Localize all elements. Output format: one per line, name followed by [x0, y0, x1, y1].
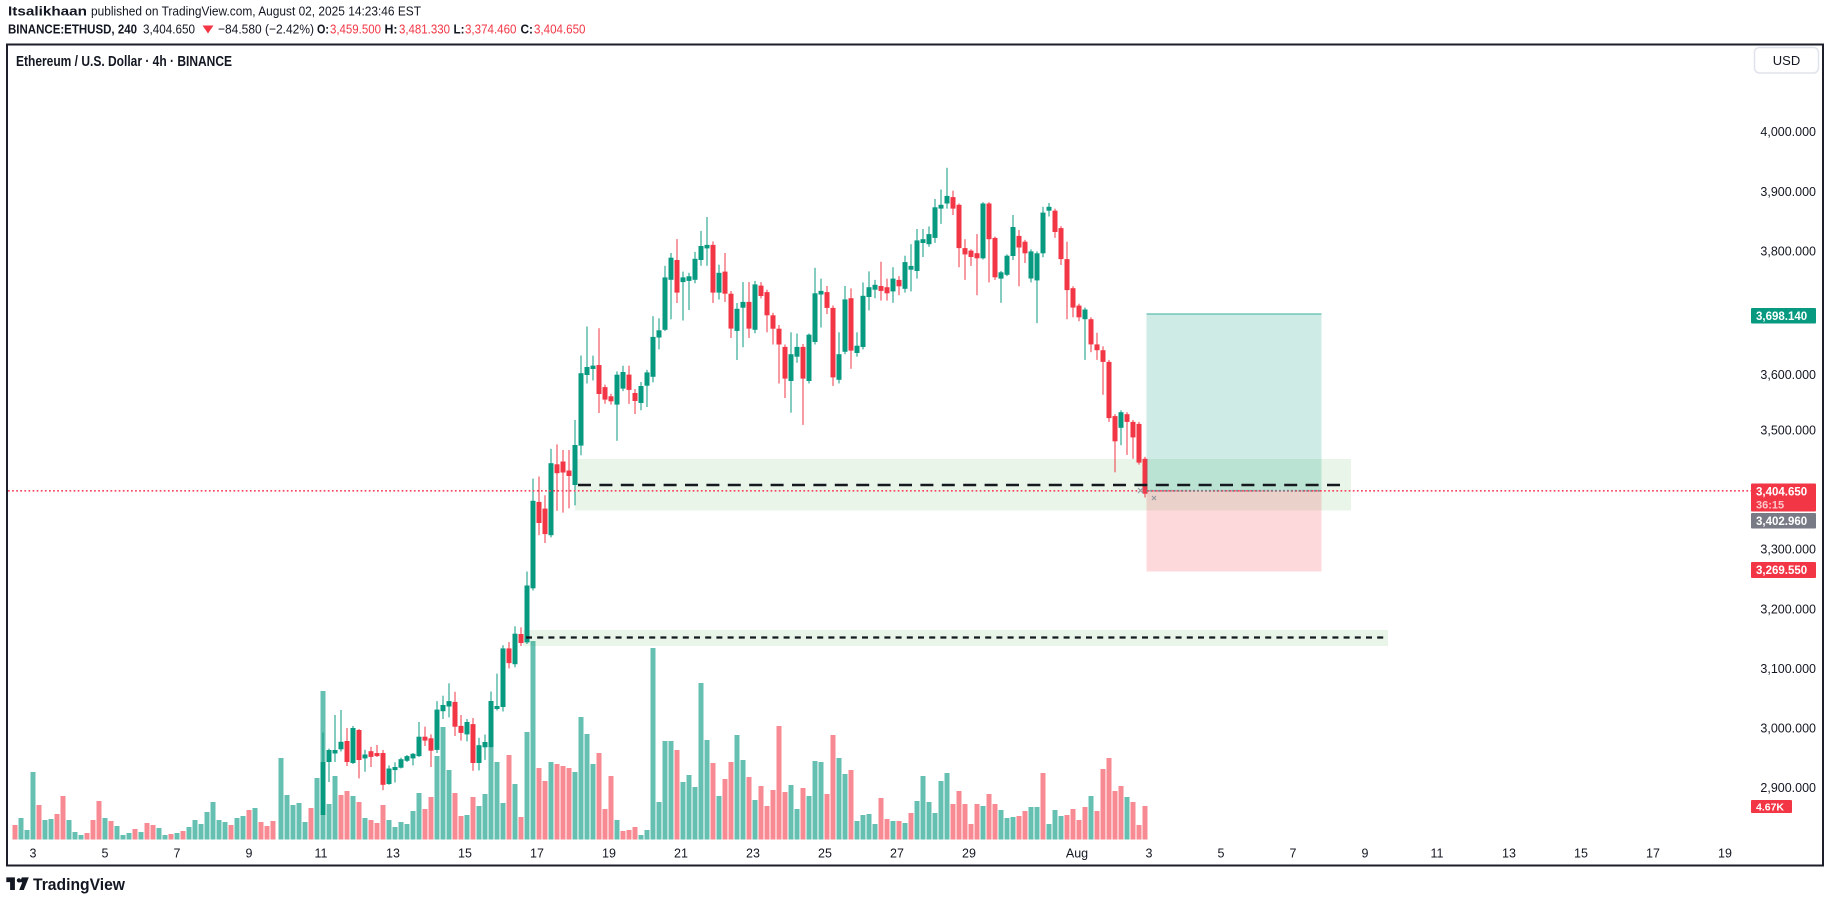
- svg-text:Ethereum / U.S. Dollar · 4h ·: Ethereum / U.S. Dollar · 4h · BINANCE: [16, 54, 232, 70]
- svg-text:3,481.330: 3,481.330: [399, 22, 450, 37]
- svg-text:9: 9: [246, 847, 253, 861]
- svg-text:USD: USD: [1773, 53, 1800, 68]
- svg-text:4,000.000: 4,000.000: [1760, 125, 1816, 139]
- svg-text:TradingView: TradingView: [33, 876, 125, 894]
- svg-text:9: 9: [1362, 847, 1369, 861]
- svg-text:3,404.650: 3,404.650: [143, 22, 195, 37]
- svg-text:25: 25: [818, 847, 832, 861]
- svg-text:3,459.500: 3,459.500: [330, 22, 381, 37]
- svg-text:17: 17: [1646, 847, 1660, 861]
- svg-text:3,000.000: 3,000.000: [1760, 722, 1816, 736]
- svg-text:C:: C:: [521, 22, 534, 37]
- svg-text:36:15: 36:15: [1756, 500, 1784, 512]
- svg-text:3,269.550: 3,269.550: [1756, 565, 1807, 577]
- svg-text:19: 19: [1718, 847, 1732, 861]
- svg-text:3,500.000: 3,500.000: [1760, 424, 1816, 438]
- svg-text:3,300.000: 3,300.000: [1760, 543, 1816, 557]
- svg-text:15: 15: [1574, 847, 1588, 861]
- svg-text:3,404.650: 3,404.650: [1756, 487, 1807, 499]
- svg-text:−84.580 (−2.42%): −84.580 (−2.42%): [218, 22, 314, 37]
- svg-text:3,900.000: 3,900.000: [1760, 185, 1816, 199]
- svg-text:3,404.650: 3,404.650: [534, 22, 586, 37]
- svg-text:3,100.000: 3,100.000: [1760, 662, 1816, 676]
- svg-text:11: 11: [1431, 847, 1444, 861]
- svg-text:O:: O:: [317, 22, 329, 37]
- svg-text:published on TradingView.com,: published on TradingView.com, August 02,…: [91, 4, 421, 19]
- svg-text:2,900.000: 2,900.000: [1760, 781, 1816, 795]
- svg-text:4.67K: 4.67K: [1756, 801, 1784, 813]
- svg-text:3: 3: [1146, 847, 1153, 861]
- svg-text:3,200.000: 3,200.000: [1760, 602, 1816, 616]
- svg-text:Itsalikhaan: Itsalikhaan: [8, 4, 87, 19]
- svg-text:BINANCE:ETHUSD, 240: BINANCE:ETHUSD, 240: [8, 22, 137, 37]
- svg-text:3,374.460: 3,374.460: [465, 22, 517, 37]
- svg-text:29: 29: [962, 847, 976, 861]
- svg-text:17: 17: [530, 847, 544, 861]
- svg-text:15: 15: [458, 847, 472, 861]
- svg-text:3,402.960: 3,402.960: [1756, 516, 1807, 528]
- svg-text:3,800.000: 3,800.000: [1760, 244, 1816, 258]
- svg-text:27: 27: [890, 847, 904, 861]
- svg-text:7: 7: [1290, 847, 1297, 861]
- svg-text:23: 23: [746, 847, 760, 861]
- svg-text:13: 13: [1502, 847, 1516, 861]
- svg-text:13: 13: [386, 847, 400, 861]
- svg-text:21: 21: [674, 847, 688, 861]
- svg-text:3: 3: [30, 847, 37, 861]
- svg-text:H:: H:: [385, 22, 398, 37]
- svg-text:5: 5: [102, 847, 109, 861]
- svg-text:L:: L:: [454, 22, 465, 37]
- svg-text:7: 7: [174, 847, 181, 861]
- svg-text:3,600.000: 3,600.000: [1760, 368, 1816, 382]
- svg-text:19: 19: [602, 847, 616, 861]
- svg-text:3,698.140: 3,698.140: [1756, 311, 1807, 323]
- svg-text:Aug: Aug: [1066, 847, 1088, 861]
- svg-text:11: 11: [315, 847, 328, 861]
- svg-text:5: 5: [1218, 847, 1225, 861]
